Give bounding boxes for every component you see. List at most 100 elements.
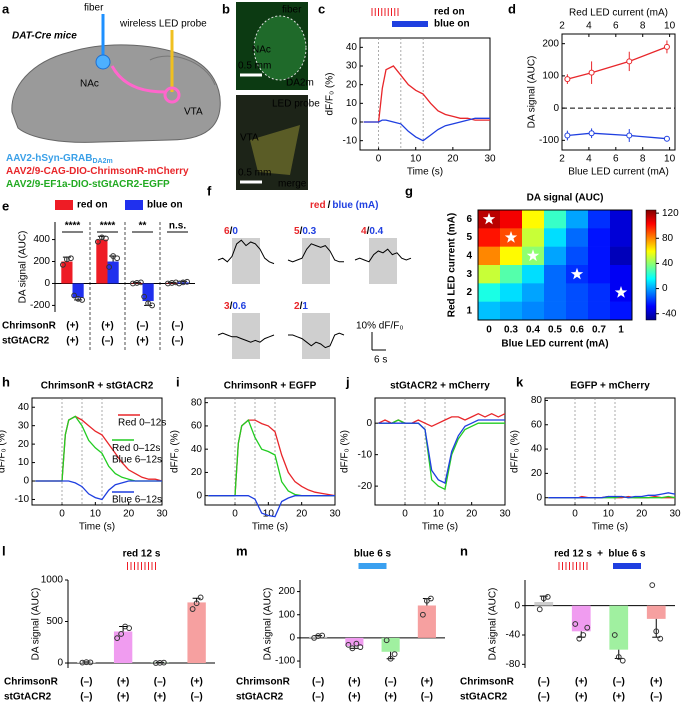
chart-title: ChrimsonR + stGtACR2 [41,381,154,392]
brain-fold [149,55,216,86]
series-line [378,419,505,484]
y-tick-label: 0 [536,492,542,503]
trace [217,332,275,343]
stim-label: red 12 s [554,549,592,560]
header-part: / [328,200,331,211]
condition-value: (+) [384,692,397,703]
image-label: 0.5 mm [238,168,271,179]
plot-frame [204,397,336,506]
y-tick-label: 4 [466,250,472,261]
x2-tick-label: 6 [613,21,619,32]
virus-name: AAV2/9-EF1a-DIO-stGtACR2-EGFP [6,179,170,190]
data-point [176,280,183,287]
x-tick-label: 2 [559,154,565,165]
plot-frame [359,37,491,151]
x-axis-label: Blue LED current (mA) [501,339,608,350]
trace-label: 3/0.6 [224,301,247,312]
data-point [149,302,156,309]
y-tick-label: -100 [539,135,559,146]
y-tick-label: 0 [289,633,295,644]
heat-cell [566,283,589,302]
panel-letter: h [2,374,10,389]
bar [113,631,133,664]
y-tick-label: 0 [57,658,63,669]
trace-blue: 1 [302,301,308,312]
condition-value: (–) [538,677,550,688]
data-point [584,624,591,631]
image-label: merge [278,179,307,190]
bar [77,662,96,664]
bar [177,282,189,284]
marker [663,43,670,50]
data-point [126,625,133,632]
data-point [99,234,105,241]
bar [309,636,328,638]
image-label: VTA [240,133,259,144]
bar [417,605,436,638]
image-label: LED probe [272,99,320,110]
x-tick-label: 20 [636,509,648,520]
plot-frame [374,397,506,506]
data-point [383,637,390,644]
stim-label: blue 6 s [354,549,392,560]
heat-cell [478,301,501,321]
bar [107,261,119,284]
heat-cell [500,283,523,302]
y-tick-label: 30 [18,420,30,431]
trace-sep: / [230,301,233,312]
y-tick-label: 20 [531,468,543,479]
data-point [134,280,140,286]
x-tick-label: 30 [329,509,341,520]
significance: ** [139,221,147,232]
data-point [349,645,356,652]
x2-axis-label: Red LED current (mA) [569,8,668,19]
y-tick-label: -10 [15,494,30,505]
trace [288,332,345,349]
data-point [180,279,187,286]
virus-label: AAV2/9-CAG-DIO-ChrimsonR-mCherry [6,166,189,177]
heat-cell [566,246,589,266]
data-point [71,292,77,299]
data-point [536,606,543,613]
fiber-label: fiber [84,3,104,14]
data-point [189,606,196,612]
panel-letter: i [176,374,180,389]
data-point [387,655,394,662]
y-tick-label: -10 [343,135,358,146]
condition-value: (–) [80,692,92,703]
heat-cell [566,301,589,321]
x2-tick-label: 10 [664,21,676,32]
trace-label: 5/0.3 [294,226,317,237]
x-tick-label: 20 [123,509,135,520]
panel-letter: e [2,198,9,213]
stim-joiner: + [597,549,603,560]
y-axis-label: dF/F₀ (%) [340,430,351,473]
x-tick-label: 4 [586,154,592,165]
x-axis-label: Blue LED current (mA) [568,167,669,178]
mouse-label: DAT-Cre mice [12,31,77,42]
header-part: red [310,200,326,211]
vta-site [163,86,181,104]
colorbar-label: 120 [662,208,679,219]
data-point [106,264,112,270]
condition-value: (+) [117,677,130,688]
panel-letter: n [460,543,468,558]
chart-title: stGtACR2 + mCherry [390,381,490,392]
y-tick-label: 30 [346,61,358,72]
condition-value: (–) [101,336,113,347]
plot-frame [544,397,676,506]
star [614,286,628,298]
y-tick-label: 0 [23,476,29,487]
y-tick-label: 80 [531,395,543,406]
heat-cell [610,246,633,266]
heat-cell [544,210,567,229]
data-point [87,659,94,666]
trace-label: 6/0 [224,226,238,237]
x-tick-label: 1 [618,325,624,336]
condition-name: ChrimsonR [236,677,291,688]
legend-label: red on [77,200,108,211]
bar [61,261,73,284]
panel-letter: b [222,1,230,16]
x-tick-label: 0.5 [548,325,562,336]
condition-value: (–) [171,336,183,347]
